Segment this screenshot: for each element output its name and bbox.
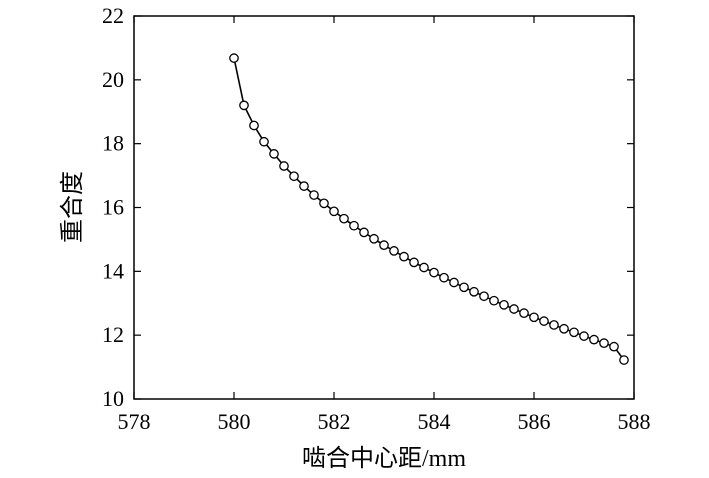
x-tick-label: 578 bbox=[118, 409, 151, 434]
y-tick-label: 16 bbox=[102, 195, 124, 220]
data-point bbox=[499, 299, 509, 310]
data-point bbox=[239, 100, 249, 111]
data-point bbox=[529, 312, 539, 323]
data-point bbox=[349, 220, 359, 231]
data-point bbox=[229, 53, 239, 63]
data-point bbox=[339, 213, 349, 224]
data-point bbox=[289, 171, 299, 182]
data-point bbox=[369, 233, 379, 244]
data-point bbox=[559, 323, 569, 334]
series-markers bbox=[229, 53, 629, 365]
data-point bbox=[549, 320, 559, 330]
y-tick-label: 18 bbox=[102, 131, 124, 156]
data-point bbox=[269, 149, 279, 159]
x-tick-label: 580 bbox=[218, 409, 251, 434]
data-point bbox=[469, 286, 479, 297]
data-point bbox=[379, 240, 389, 251]
x-tick-label: 588 bbox=[618, 409, 651, 434]
data-point bbox=[519, 308, 529, 318]
x-tick-label: 582 bbox=[318, 409, 351, 434]
data-point bbox=[619, 355, 629, 365]
x-axis-title: 啮合中心距/mm bbox=[302, 445, 466, 472]
data-point bbox=[249, 120, 259, 131]
data-point bbox=[329, 206, 339, 217]
plot-frame bbox=[133, 15, 635, 400]
data-point bbox=[449, 277, 459, 288]
data-point bbox=[509, 304, 519, 314]
data-point bbox=[609, 341, 619, 352]
series-line bbox=[233, 57, 625, 361]
y-tick-label: 20 bbox=[102, 67, 124, 92]
x-tick-label: 584 bbox=[418, 409, 451, 434]
data-point bbox=[539, 316, 549, 326]
y-tick-label: 10 bbox=[102, 386, 124, 411]
data-point bbox=[589, 334, 599, 345]
y-axis-title: 重合度 bbox=[59, 171, 86, 243]
data-point bbox=[599, 338, 609, 348]
data-point bbox=[309, 190, 319, 200]
y-axis: 10 12 14 16 18 20 22 bbox=[102, 3, 634, 411]
data-point bbox=[259, 136, 269, 147]
data-point bbox=[439, 272, 449, 283]
data-point bbox=[419, 262, 429, 273]
data-point bbox=[409, 257, 419, 268]
data-point bbox=[399, 251, 409, 262]
plot-area-border bbox=[133, 15, 635, 400]
series-lines bbox=[233, 57, 625, 361]
data-point bbox=[579, 331, 589, 341]
x-tick-label: 586 bbox=[518, 409, 551, 434]
data-point bbox=[389, 246, 399, 256]
data-point bbox=[299, 181, 309, 191]
data-point bbox=[429, 267, 439, 278]
x-axis: 578 580 582 584 586 588 bbox=[118, 16, 651, 434]
y-tick-label: 22 bbox=[102, 3, 124, 28]
data-point bbox=[279, 161, 289, 171]
y-tick-label: 14 bbox=[102, 258, 124, 283]
data-point bbox=[569, 327, 579, 338]
y-tick-label: 12 bbox=[102, 322, 124, 347]
data-point bbox=[479, 291, 489, 302]
data-point bbox=[359, 227, 369, 238]
data-point bbox=[459, 282, 469, 293]
data-point bbox=[319, 198, 329, 209]
data-point bbox=[489, 295, 499, 306]
